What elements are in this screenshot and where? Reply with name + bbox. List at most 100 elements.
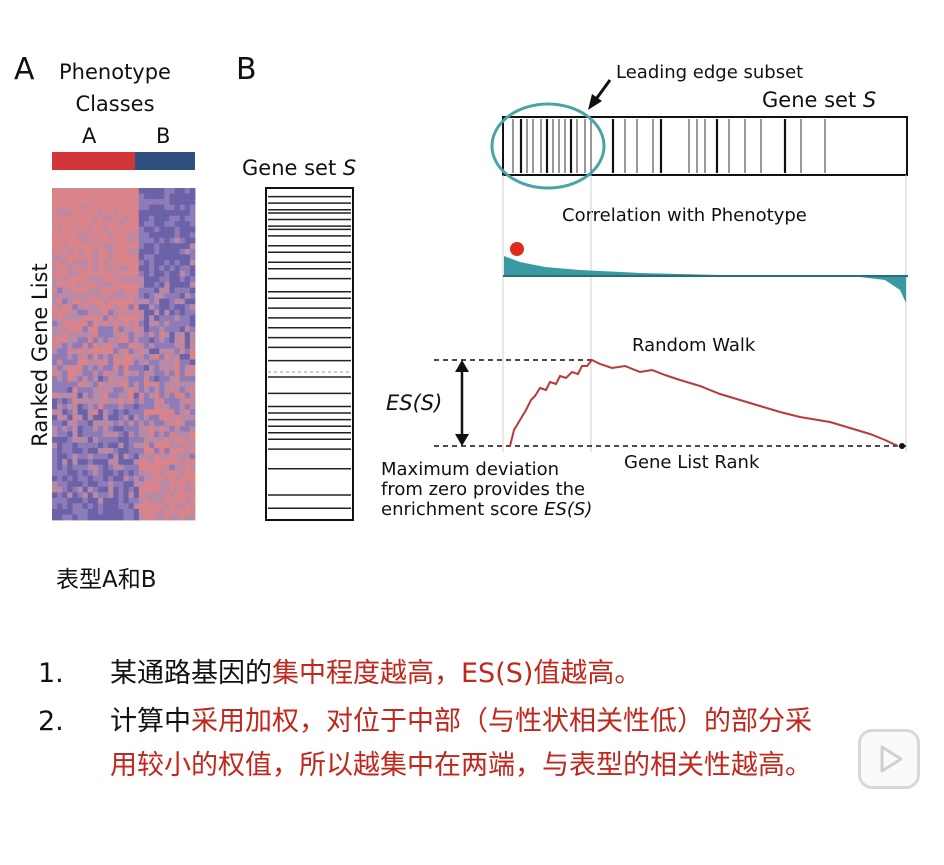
heatmap-cell	[133, 497, 140, 504]
heatmap-cell	[164, 475, 170, 482]
heatmap-cell	[159, 497, 165, 504]
heatmap-cell	[82, 221, 89, 228]
heatmap-cell	[57, 210, 63, 217]
heatmap-cell	[169, 326, 175, 333]
heatmap-cell	[82, 503, 89, 510]
heatmap-cell	[108, 403, 114, 410]
heatmap-cell	[77, 398, 84, 405]
heatmap-cell	[123, 481, 130, 488]
correlation-area	[504, 256, 906, 303]
heatmap-cell	[179, 376, 186, 383]
heatmap-cell	[184, 442, 191, 449]
heatmap-cell	[97, 276, 104, 283]
heatmap-cell	[82, 232, 89, 239]
heatmap-cell	[62, 265, 68, 272]
heatmap-cell	[179, 425, 186, 432]
play-button[interactable]	[858, 729, 920, 789]
heatmap-cell	[159, 215, 165, 222]
heatmap-cell	[97, 226, 104, 233]
note-item-1: 1. 某通路基因的集中程度越高，ES(S)值越高。	[0, 652, 944, 696]
heatmap-cell	[77, 193, 84, 200]
heatmap-cell	[123, 271, 130, 277]
heatmap-cell	[174, 381, 181, 388]
heatmap-cell	[154, 232, 160, 239]
heatmap-cell	[52, 442, 58, 449]
heatmap-cell	[103, 387, 109, 394]
heatmap-cell	[103, 265, 109, 272]
heatmap-cell	[123, 497, 130, 504]
heatmap-cell	[57, 514, 63, 521]
heatmap-cell	[113, 193, 119, 200]
heatmap-cell	[159, 492, 165, 499]
heatmap-cell	[189, 215, 196, 222]
heatmap-cell	[113, 486, 119, 493]
heatmap-cell	[138, 287, 145, 294]
heatmap-cell	[118, 204, 124, 211]
heatmap-cell	[189, 464, 196, 471]
heatmap-cell	[143, 464, 150, 471]
heatmap-cell	[159, 481, 165, 488]
heatmap-cell	[123, 453, 130, 460]
heatmap-cell	[87, 392, 94, 399]
heatmap-cell	[118, 376, 124, 383]
heatmap-cell	[67, 492, 73, 499]
heatmap-cell	[179, 265, 186, 272]
heatmap-cell	[149, 265, 155, 272]
heatmap-cell	[189, 503, 196, 510]
heatmap-cell	[174, 226, 181, 233]
heatmap-cell	[164, 243, 170, 250]
heatmap-cell	[118, 221, 124, 228]
heatmap-cell	[108, 354, 114, 360]
heatmap-cell	[97, 381, 104, 388]
heatmap-cell	[123, 381, 130, 388]
heatmap-cell	[72, 315, 78, 322]
heatmap-cell	[62, 309, 68, 316]
heatmap-cell	[118, 492, 124, 499]
heatmap-cell	[92, 409, 99, 416]
heatmap-cell	[103, 470, 109, 477]
heatmap-cell	[189, 420, 196, 427]
heatmap-cell	[108, 265, 114, 272]
heatmap-cell	[82, 448, 89, 454]
heatmap-cell	[149, 387, 155, 394]
heatmap-cell	[97, 398, 104, 405]
heatmap-cell	[149, 392, 155, 399]
heatmap-cell	[189, 409, 196, 416]
heatmap-cell	[179, 331, 186, 338]
heatmap-cell	[72, 215, 78, 222]
heatmap-cell	[97, 425, 104, 432]
heatmap-cell	[57, 193, 63, 200]
heatmap-cell	[67, 237, 73, 244]
heatmap-cell	[67, 215, 73, 222]
heatmap-cell	[143, 448, 150, 454]
heatmap-cell	[189, 459, 196, 466]
phenotype-caption: 表型A和B	[56, 567, 157, 593]
heatmap-cell	[123, 331, 130, 338]
heatmap-cell	[149, 276, 155, 283]
heatmap-cell	[149, 237, 155, 244]
heatmap-cell	[128, 298, 135, 305]
heatmap-cell	[123, 337, 130, 344]
heatmap-cell	[133, 320, 140, 327]
heatmap-cell	[97, 243, 104, 250]
heatmap-cell	[52, 486, 58, 493]
heatmap-cell	[189, 265, 196, 272]
heatmap-cell	[133, 193, 140, 200]
heatmap-cell	[92, 425, 99, 432]
heatmap-cell	[143, 381, 150, 388]
heatmap-cell	[184, 409, 191, 416]
heatmap-cell	[164, 210, 170, 217]
heatmap-cell	[179, 381, 186, 388]
heatmap-cell	[169, 315, 175, 322]
heatmap-cell	[108, 243, 114, 250]
heatmap-cell	[128, 199, 135, 205]
heatmap-cell	[108, 414, 114, 421]
heatmap-cell	[97, 365, 104, 371]
top-barcode-hits	[512, 119, 826, 173]
heatmap-cell	[169, 475, 175, 482]
heatmap-cell	[67, 486, 73, 493]
heatmap-cell	[149, 232, 155, 239]
heatmap-cell	[82, 409, 89, 416]
heatmap-cell	[128, 248, 135, 255]
heatmap-cell	[113, 448, 119, 454]
